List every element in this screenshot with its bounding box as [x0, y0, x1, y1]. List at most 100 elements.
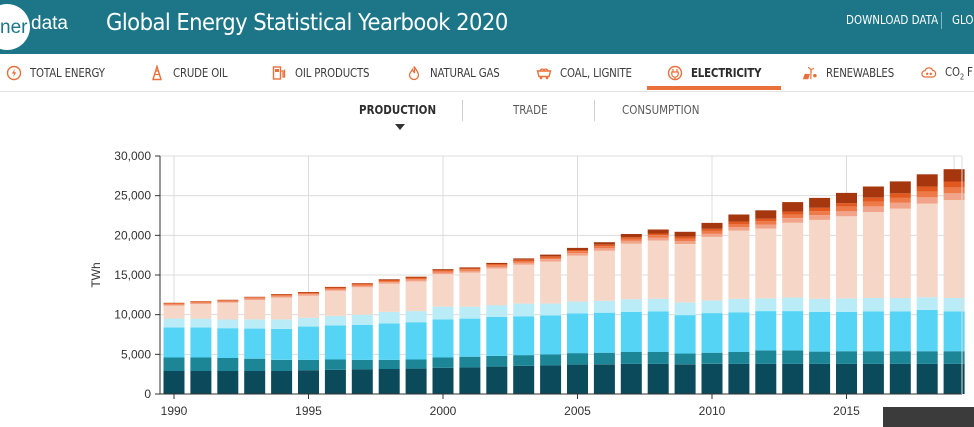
bar-segment [836, 216, 857, 299]
bar-segment [486, 366, 508, 394]
bar-segment [674, 241, 696, 244]
fuel-pump-icon [271, 65, 287, 81]
nav-item-renewables[interactable]: RENEWABLES [802, 54, 906, 92]
bar-segment [217, 328, 239, 358]
bar-segment [298, 293, 319, 295]
bar-segment [271, 294, 293, 296]
nav-item-coal-lignite[interactable]: COAL, LIGNITE [536, 54, 645, 92]
bar-segment [620, 234, 642, 238]
bar-segment [593, 300, 615, 313]
bar-segment [459, 356, 481, 368]
bar-segment [809, 298, 831, 312]
bar-segment [782, 214, 804, 219]
bar-segment [540, 254, 562, 257]
nav-item-co2[interactable]: CO2 F [921, 54, 974, 92]
glossary-link[interactable]: GLO [952, 13, 974, 27]
y-axis-title: TWh [89, 262, 103, 287]
bar-segment [513, 355, 535, 366]
bar-segment [567, 301, 588, 314]
bar-segment [351, 283, 373, 284]
bar-segment [298, 295, 319, 318]
bar-segment [889, 197, 911, 203]
nav-item-oil-products[interactable]: OIL PRODUCTS [271, 54, 382, 92]
nav-item-electricity[interactable]: ELECTRICITY [667, 54, 774, 92]
bar-segment [916, 197, 938, 204]
bar-segment [271, 328, 293, 360]
bar-segment [459, 267, 481, 269]
bar-segment [351, 369, 373, 394]
nav-item-label: OIL PRODUCTS [295, 66, 370, 80]
bar-segment [836, 211, 857, 217]
bar-segment [593, 352, 615, 365]
subtab-consumption[interactable]: CONSUMPTION [622, 103, 700, 117]
bar-segment [647, 352, 669, 364]
bar-segment [217, 302, 239, 320]
bar-segment [244, 297, 266, 298]
bar-segment [405, 359, 427, 369]
bar-segment [809, 363, 831, 394]
bar-segment [324, 287, 346, 289]
overlay-panel-edge [883, 407, 974, 427]
bar-segment [836, 206, 857, 212]
bar-segment [701, 233, 723, 237]
bar-segment [943, 187, 965, 194]
bar-segment [486, 264, 508, 266]
bar-segment [298, 292, 319, 293]
nav-item-crude-oil[interactable]: CRUDE OIL [149, 54, 237, 92]
bar-segment [755, 221, 777, 225]
bar-segment [593, 246, 615, 249]
bar-segment [351, 314, 373, 325]
bar-segment [943, 351, 965, 364]
bar-segment [244, 358, 266, 371]
bar-segment [755, 298, 777, 312]
x-tick-label: 1990 [161, 404, 188, 418]
bar-segment [836, 351, 857, 364]
subtab-trade[interactable]: TRADE [513, 103, 548, 117]
bar-segment [674, 315, 696, 354]
bar-segment [378, 369, 400, 394]
bar-segment [351, 359, 373, 370]
y-tick-label: 30,000 [114, 149, 151, 163]
bar-segment [432, 367, 454, 394]
bar-segment [674, 236, 696, 239]
bar-segment [647, 235, 669, 238]
download-data-link[interactable]: DOWNLOAD DATA [846, 13, 939, 27]
bar-segment [298, 326, 319, 360]
bar-segment [405, 276, 427, 278]
bar-segment [298, 359, 319, 371]
bar-segment [244, 298, 266, 300]
bar-segment [459, 270, 481, 273]
bar-segment [701, 236, 723, 301]
bar-segment [163, 371, 185, 394]
bar-segment [862, 311, 884, 352]
subtab-divider [594, 100, 595, 121]
bar-segment [405, 281, 427, 312]
bar-segment [809, 351, 831, 364]
bar-segment [190, 327, 212, 358]
bar-segment [271, 371, 293, 394]
subtab-production[interactable]: PRODUCTION [359, 103, 437, 117]
bar-segment [916, 309, 938, 352]
nav-item-total-energy[interactable]: TOTAL ENERGY [6, 54, 118, 92]
bar-segment [620, 363, 642, 394]
bar-segment [701, 363, 723, 394]
bar-segment [728, 227, 750, 231]
active-tab-indicator [647, 86, 781, 90]
bar-segment [567, 255, 588, 302]
bar-segment [809, 211, 831, 216]
bar-segment [889, 208, 911, 299]
bar-segment [378, 311, 400, 324]
bar-segment [459, 268, 481, 270]
x-tick-label: 2010 [699, 404, 726, 418]
nav-item-natural-gas[interactable]: NATURAL GAS [406, 54, 512, 92]
bar-segment [190, 318, 212, 328]
x-tick-label: 2005 [564, 404, 591, 418]
bar-segment [593, 242, 615, 245]
y-tick-label: 5,000 [121, 347, 151, 361]
bar-segment [351, 283, 373, 285]
bar-segment [324, 359, 346, 370]
bar-segment [486, 265, 508, 267]
oil-rig-icon [149, 65, 165, 81]
bar-segment [782, 211, 804, 215]
bar-segment [163, 303, 185, 305]
